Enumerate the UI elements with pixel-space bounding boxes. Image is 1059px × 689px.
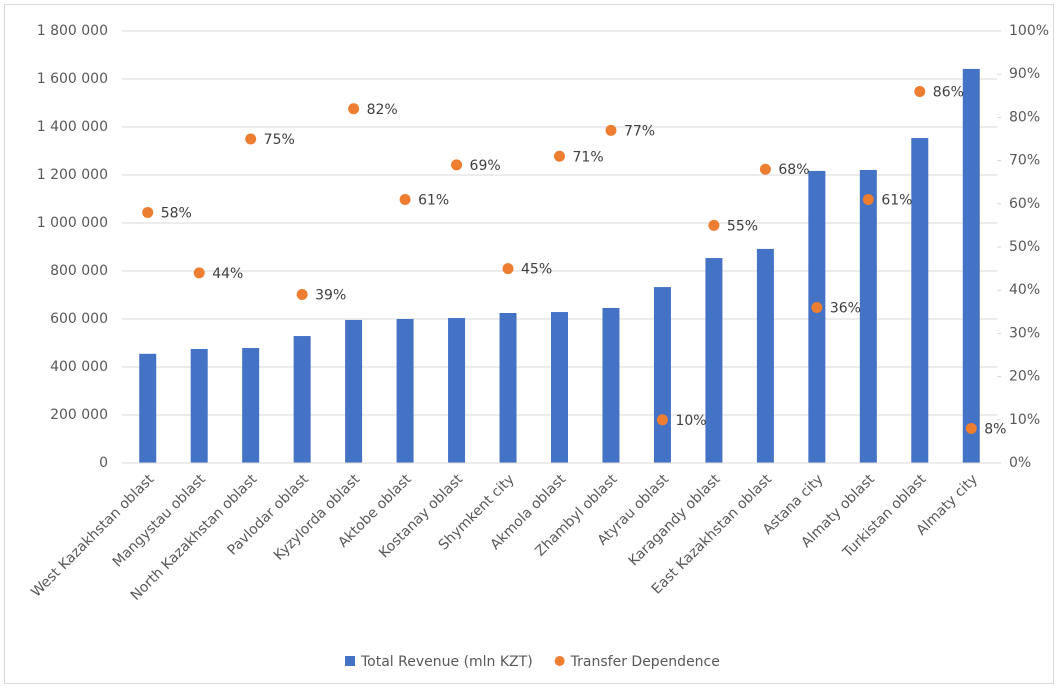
y2-tick-label: 100%	[1009, 23, 1049, 39]
data-label: 71%	[573, 149, 604, 165]
data-label: 75%	[264, 132, 295, 148]
data-label: 82%	[367, 102, 398, 118]
bar	[139, 353, 157, 463]
y-tick-label: 1 800 000	[37, 23, 108, 39]
dot	[708, 219, 720, 231]
chart-frame	[4, 4, 1054, 684]
y2-tick-label: 90%	[1009, 66, 1040, 82]
y2-tick-label: 60%	[1009, 196, 1040, 212]
y-tick-label: 1 200 000	[37, 167, 108, 183]
data-label: 10%	[675, 413, 706, 429]
y2-tick-label: 10%	[1009, 412, 1040, 428]
dot	[245, 133, 257, 145]
data-label: 58%	[161, 205, 192, 221]
data-label: 8%	[984, 421, 1006, 437]
bar	[705, 258, 723, 463]
y-tick-label: 200 000	[50, 407, 108, 423]
y2-tick-label: 70%	[1009, 153, 1040, 169]
y-tick-label: 0	[99, 455, 108, 471]
dot	[142, 206, 154, 218]
dot	[811, 301, 823, 313]
data-label: 68%	[778, 162, 809, 178]
bar	[448, 318, 466, 463]
data-label: 45%	[521, 262, 552, 278]
dot	[759, 163, 771, 175]
bar	[345, 319, 363, 463]
y2-tick-label: 40%	[1009, 282, 1040, 298]
y-tick-label: 600 000	[50, 311, 108, 327]
data-label: 36%	[830, 300, 861, 316]
bar	[396, 319, 414, 463]
bar	[242, 348, 260, 463]
bar	[499, 313, 517, 463]
data-label: 44%	[212, 266, 243, 282]
dot	[193, 267, 205, 279]
dot	[605, 124, 617, 136]
dot	[656, 414, 668, 426]
bar	[808, 170, 826, 464]
y2-tick-label: 0%	[1009, 455, 1031, 471]
dot	[399, 193, 411, 205]
y-tick-label: 1 400 000	[37, 119, 108, 135]
y2-tick-label: 80%	[1009, 109, 1040, 125]
legend-label: Transfer Dependence	[570, 654, 720, 670]
dot	[451, 159, 463, 171]
bar	[911, 138, 929, 464]
bar	[962, 68, 980, 464]
data-label: 39%	[315, 288, 346, 304]
dot	[296, 289, 308, 301]
y-tick-label: 1 600 000	[37, 71, 108, 87]
dot	[965, 422, 977, 434]
y2-tick-label: 20%	[1009, 369, 1040, 385]
data-label: 86%	[933, 84, 964, 100]
bar	[756, 248, 774, 463]
dot	[914, 85, 926, 97]
legend-swatch	[554, 656, 565, 666]
y-tick-label: 1 000 000	[37, 215, 108, 231]
bar	[602, 307, 620, 463]
data-label: 69%	[470, 158, 501, 174]
legend-swatch	[345, 656, 355, 666]
data-label: 61%	[418, 192, 449, 208]
bar	[293, 336, 311, 463]
data-label: 61%	[881, 192, 912, 208]
data-label: 77%	[624, 123, 655, 139]
bar	[551, 312, 568, 463]
dot	[348, 103, 360, 115]
bar	[859, 169, 877, 463]
y2-tick-label: 50%	[1009, 239, 1040, 255]
dot	[502, 263, 514, 275]
data-label: 55%	[727, 218, 758, 234]
y2-tick-label: 30%	[1009, 325, 1040, 341]
bar	[190, 349, 208, 463]
legend-label: Total Revenue (mln KZT)	[360, 654, 533, 670]
y-tick-label: 800 000	[50, 263, 108, 279]
bar	[653, 287, 671, 463]
dot	[862, 193, 874, 205]
y-tick-label: 400 000	[50, 359, 108, 375]
dot	[554, 150, 565, 162]
